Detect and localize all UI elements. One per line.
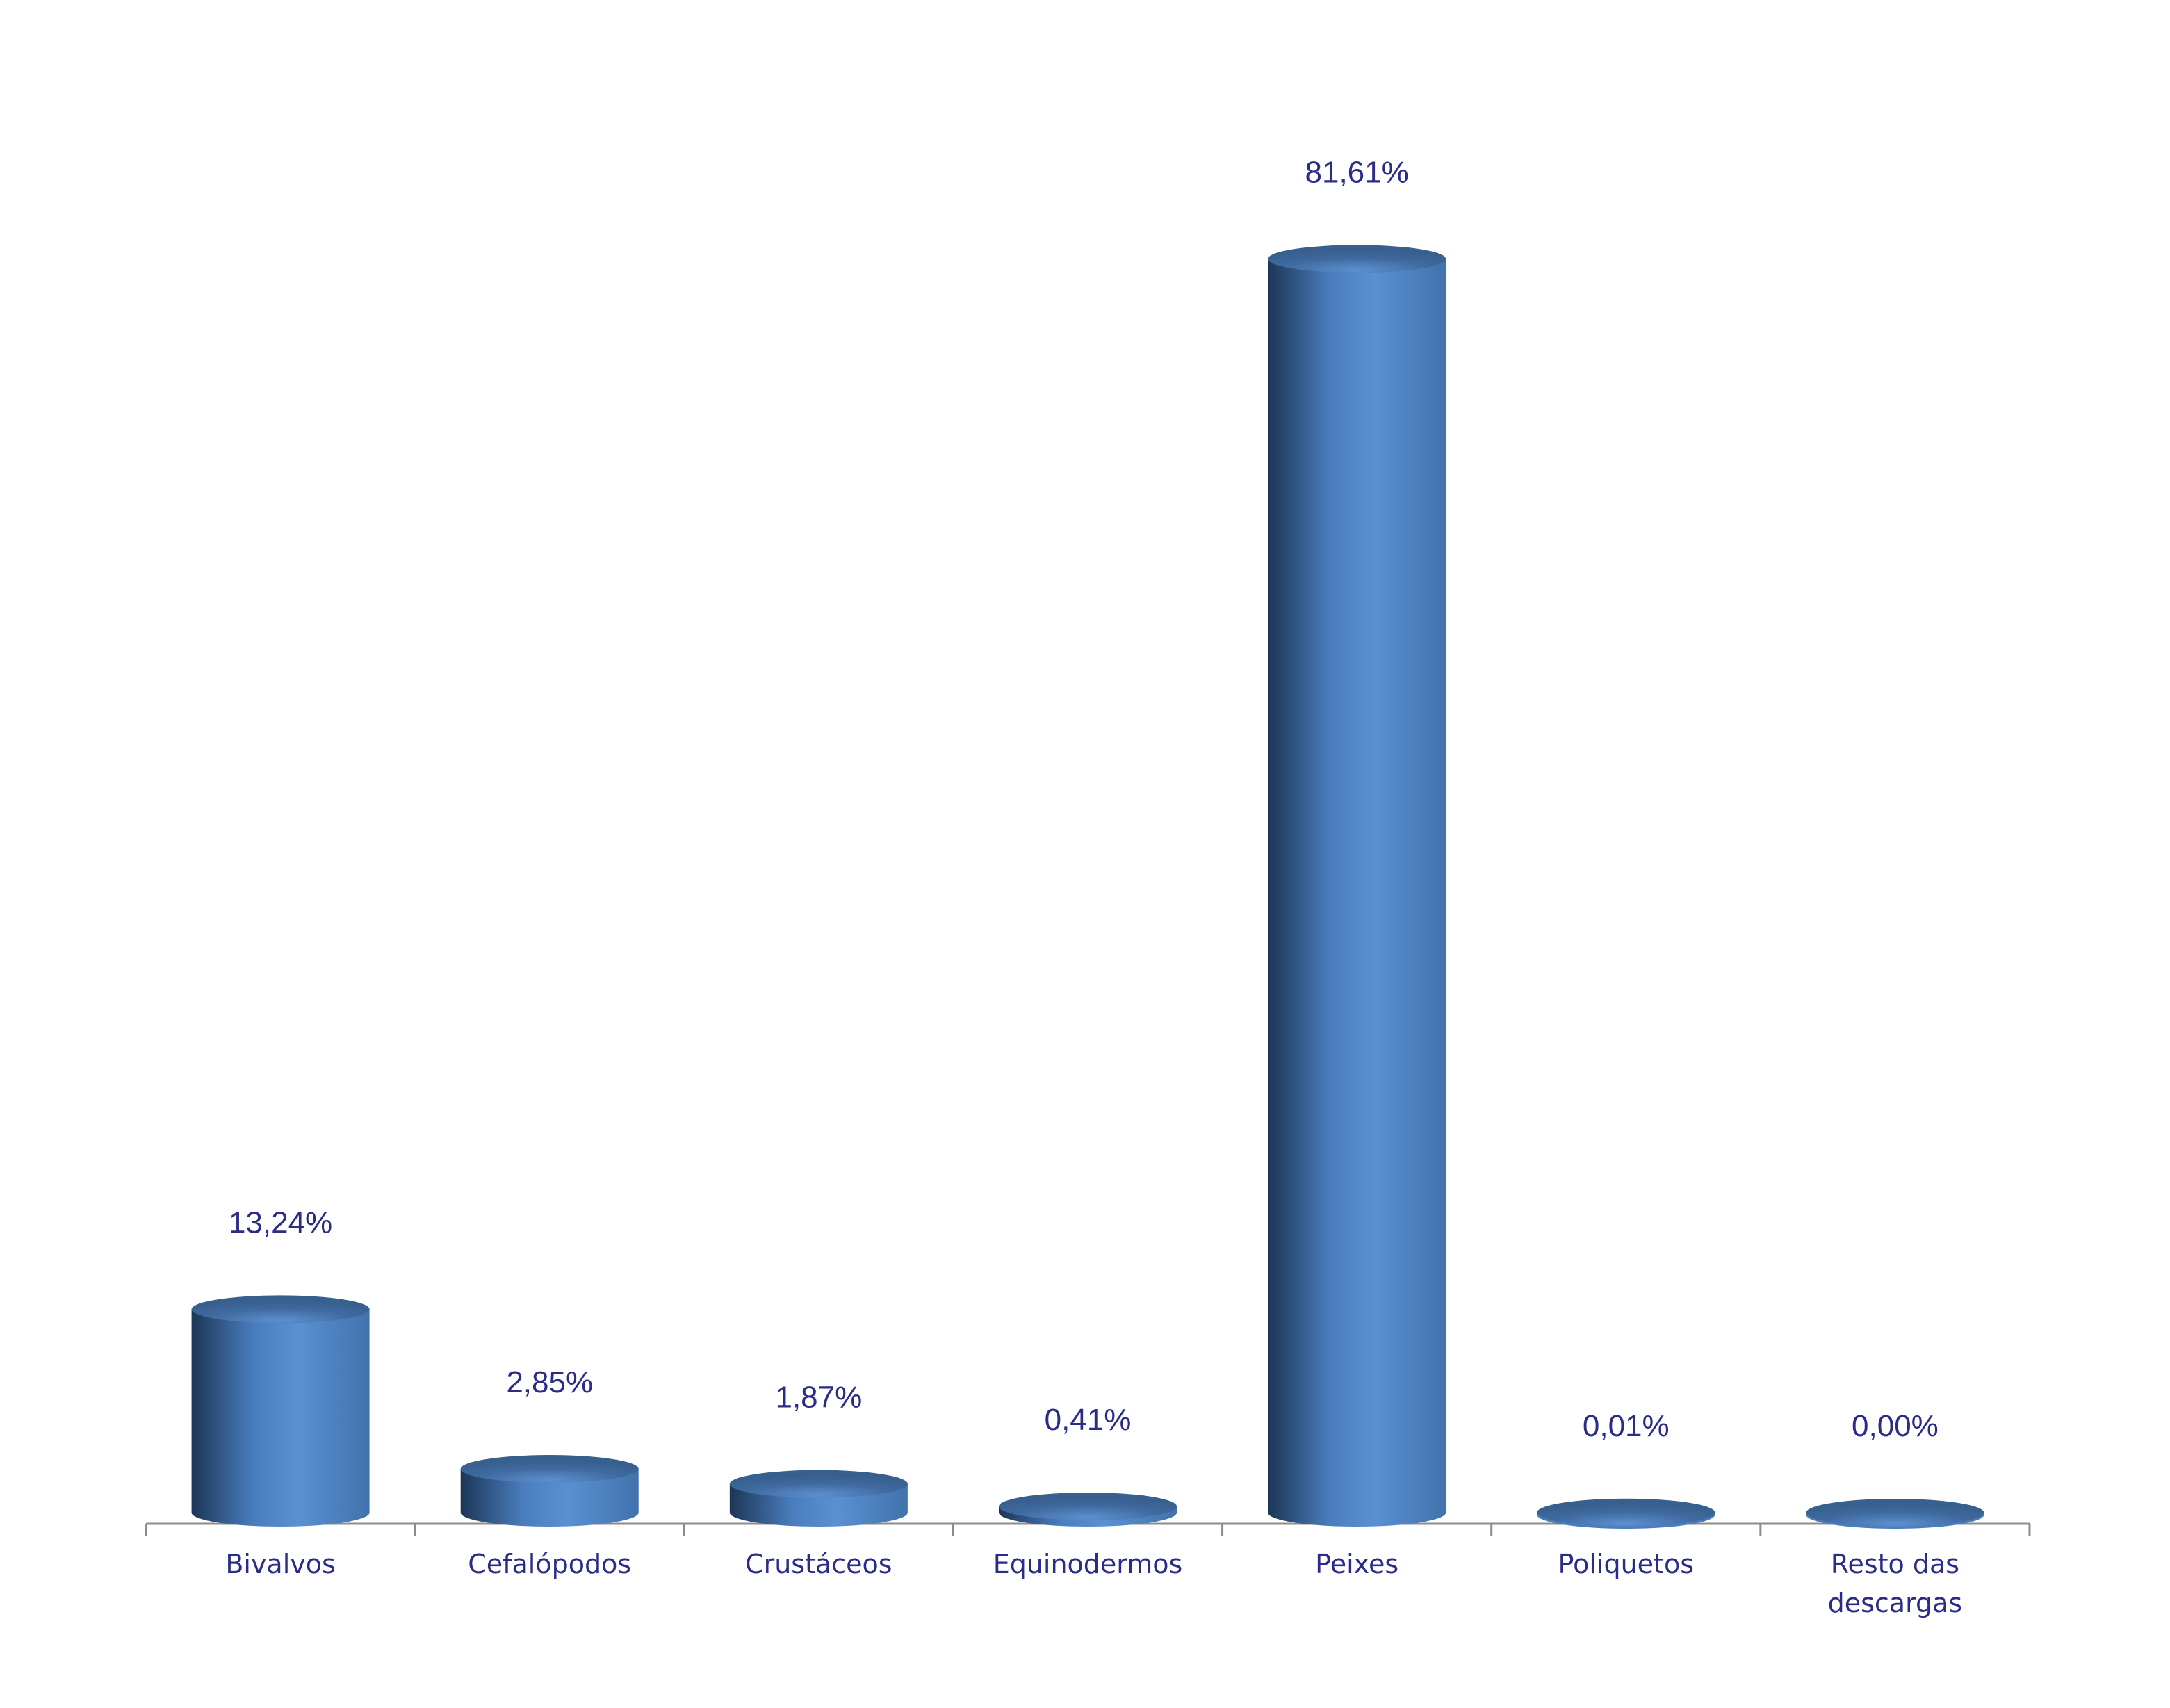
cylinder	[460, 1455, 639, 1527]
cylinder-top	[1537, 1498, 1715, 1527]
value-label: 0,01%	[1583, 1409, 1670, 1443]
cylinder-top	[999, 1492, 1177, 1520]
cylinder-top	[191, 1295, 370, 1324]
x-tick-label: Poliquetos	[1558, 1549, 1695, 1579]
x-tick-label: Cefalópodos	[468, 1549, 632, 1579]
x-tick-label: Equinodermos	[993, 1549, 1183, 1579]
cylinder-top	[729, 1470, 908, 1498]
cylinder-top	[1268, 245, 1446, 273]
cylinder	[999, 1492, 1177, 1527]
cylinder	[729, 1470, 908, 1527]
value-label: 13,24%	[229, 1205, 332, 1239]
x-tick-label: Bivalvos	[225, 1549, 336, 1579]
x-tick-label: Peixes	[1315, 1549, 1399, 1579]
cylinder-body	[460, 1469, 639, 1527]
value-label: 81,61%	[1305, 155, 1409, 189]
value-label: 0,00%	[1852, 1409, 1939, 1443]
cylinder	[1268, 245, 1446, 1527]
cylinder	[1806, 1499, 1984, 1529]
x-tick-label: Resto das descargas	[1827, 1549, 1963, 1618]
value-label: 2,85%	[506, 1365, 593, 1399]
cylinder-body	[1268, 259, 1446, 1527]
value-label: 1,87%	[775, 1381, 862, 1415]
cylinder-body	[191, 1309, 370, 1527]
cylinder	[191, 1295, 370, 1527]
cylinder-top	[1806, 1499, 1984, 1527]
x-tick-label: Crustáceos	[745, 1549, 892, 1579]
value-label: 0,41%	[1045, 1403, 1132, 1437]
cylinder-top	[460, 1455, 639, 1483]
cylinder	[1537, 1498, 1715, 1529]
